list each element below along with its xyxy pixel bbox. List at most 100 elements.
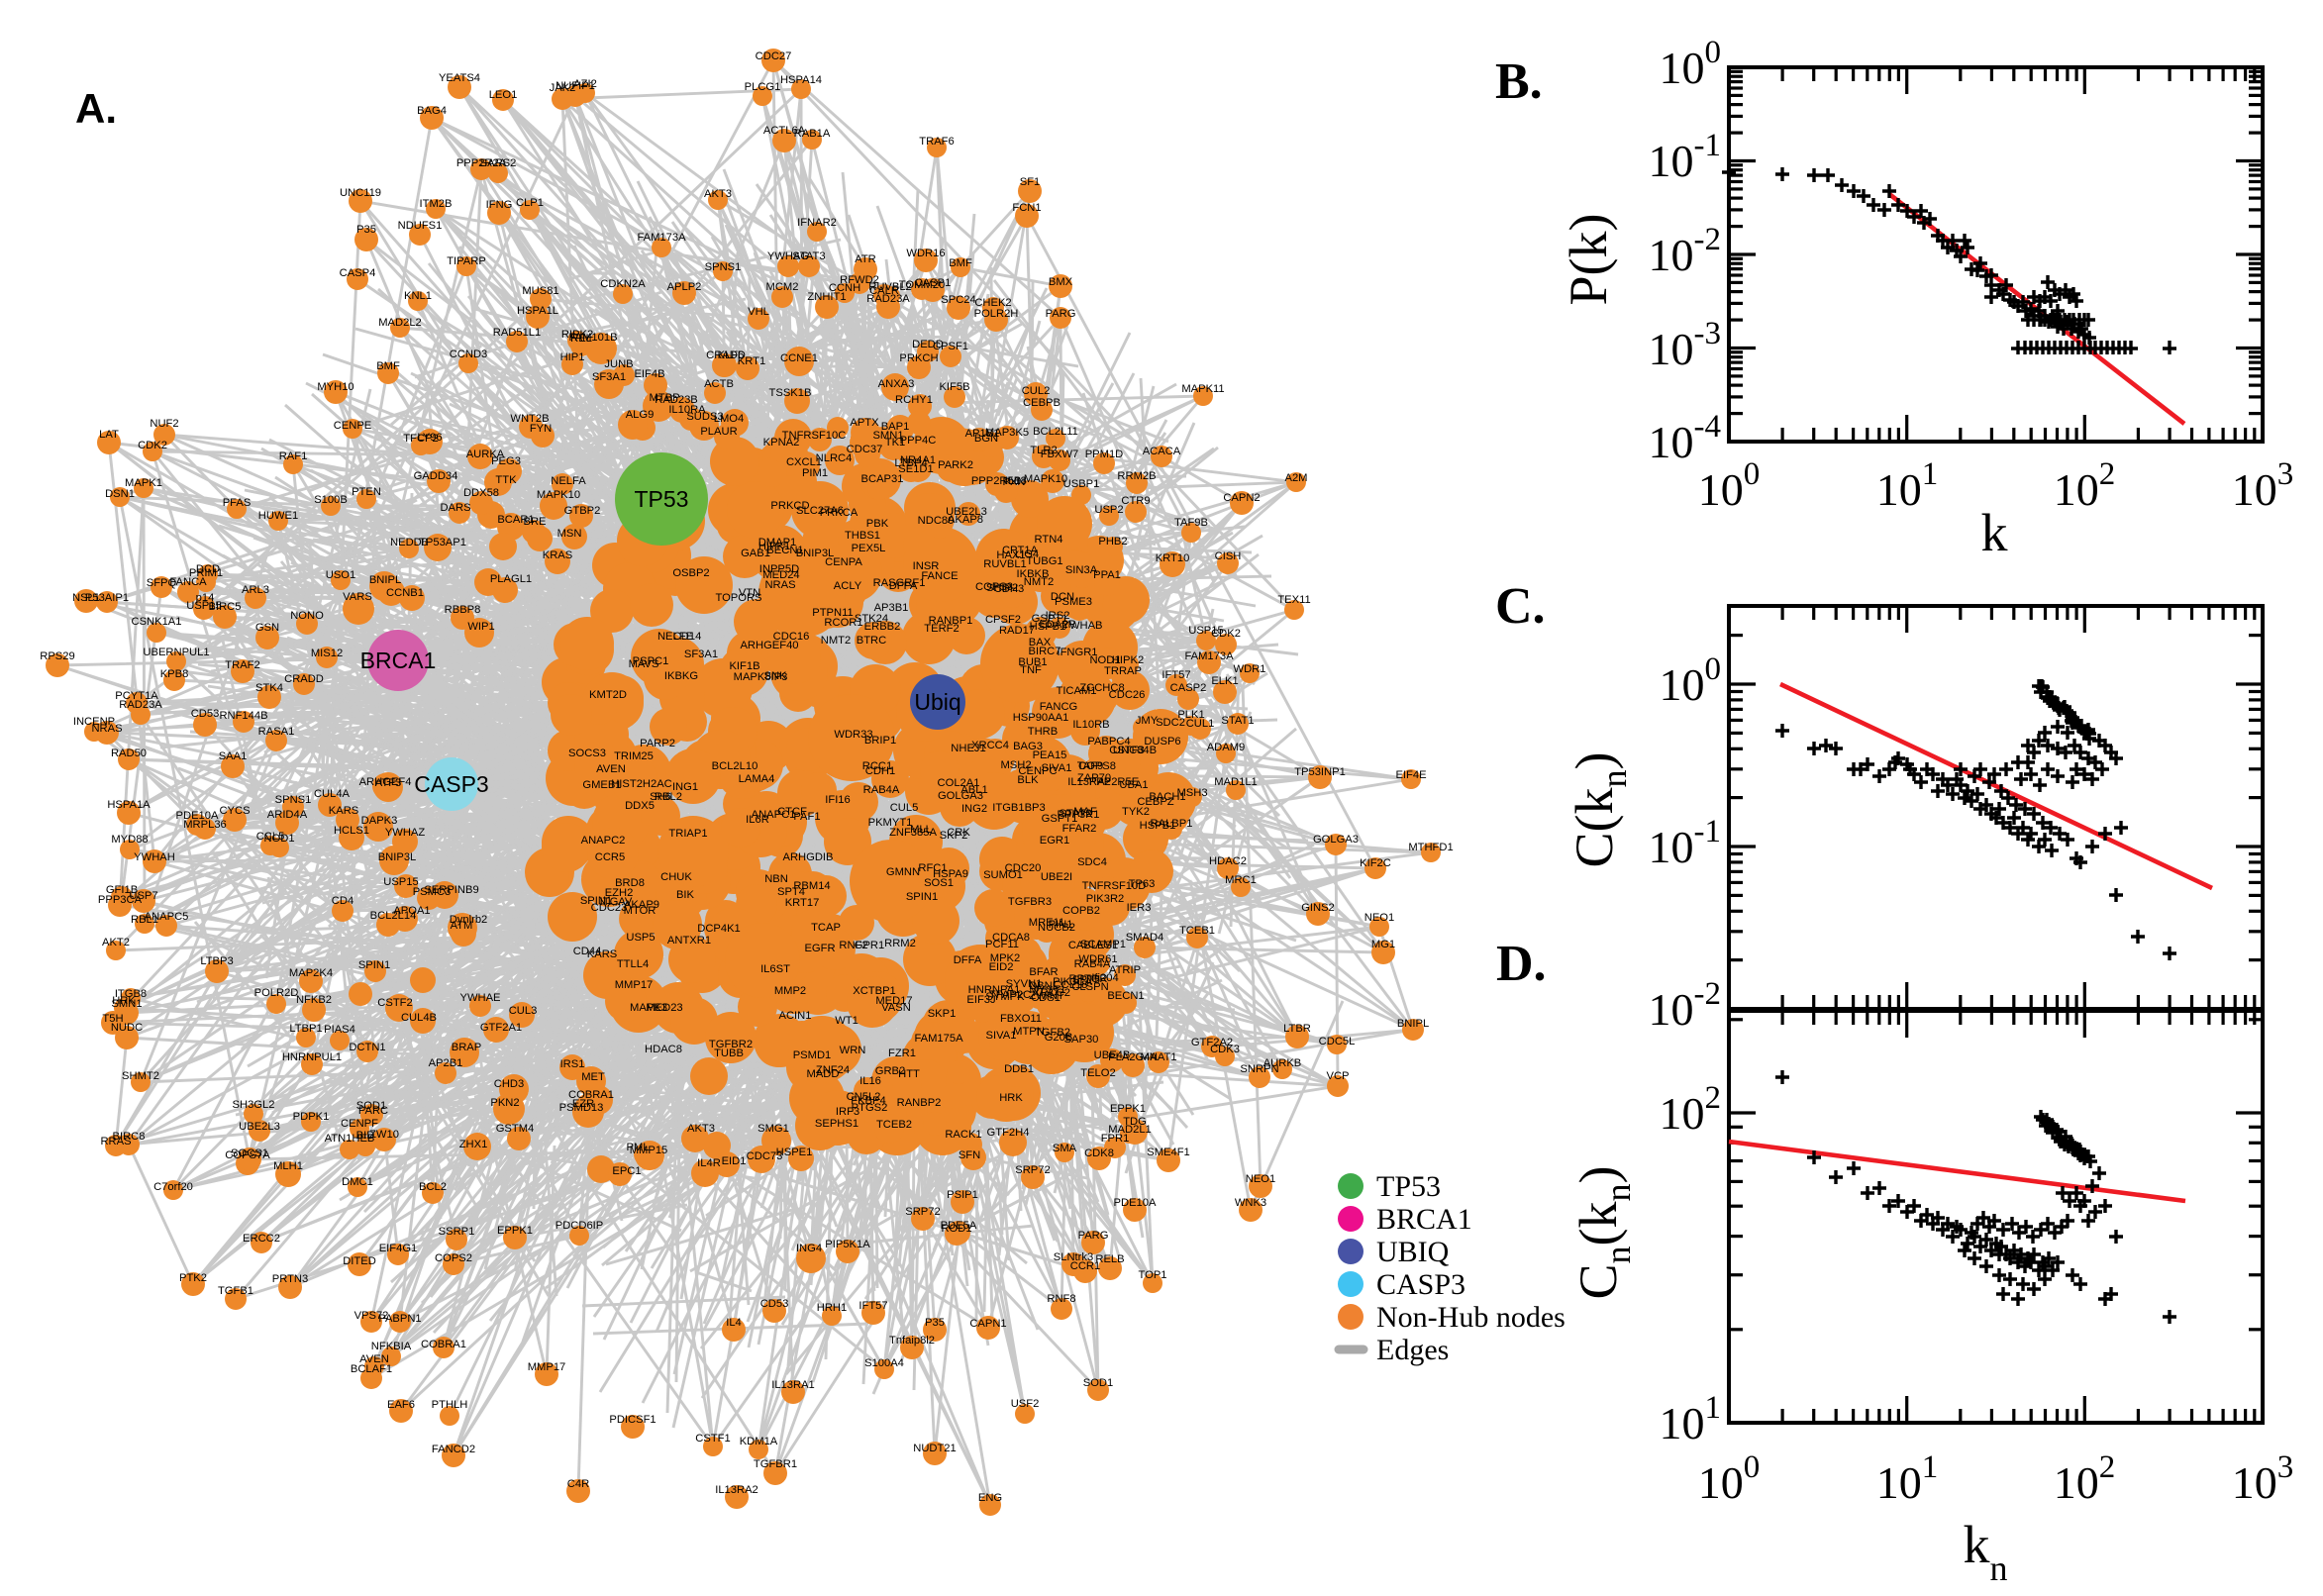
svg-text:IL4R: IL4R <box>697 1157 721 1169</box>
svg-text:IL13RA2: IL13RA2 <box>715 1484 758 1496</box>
svg-text:PSMC3: PSMC3 <box>413 886 452 898</box>
svg-text:BCLAF1: BCLAF1 <box>351 1363 392 1375</box>
svg-text:CEBPB: CEBPB <box>1023 397 1060 409</box>
svg-text:NONO: NONO <box>290 610 324 622</box>
svg-text:KRAS: KRAS <box>543 549 572 561</box>
svg-text:GSPT1: GSPT1 <box>1032 613 1068 625</box>
svg-text:TIPARP: TIPARP <box>447 255 486 267</box>
svg-text:CISH: CISH <box>1215 550 1242 562</box>
svg-text:A2M: A2M <box>1284 472 1307 484</box>
svg-text:HSPA9: HSPA9 <box>933 868 968 880</box>
svg-text:PLAGL1: PLAGL1 <box>490 573 532 585</box>
svg-text:MMP15: MMP15 <box>630 1145 668 1156</box>
svg-text:CTCF: CTCF <box>777 806 807 818</box>
svg-text:SHMT2: SHMT2 <box>122 1070 159 1082</box>
svg-text:MAPK3: MAPK3 <box>630 1002 667 1014</box>
svg-text:PTGS2: PTGS2 <box>852 1102 888 1114</box>
svg-text:WDR1: WDR1 <box>1234 663 1266 675</box>
svg-text:BAP1: BAP1 <box>881 421 910 433</box>
svg-text:REL: REL <box>570 333 592 345</box>
svg-text:JMY: JMY <box>1136 715 1159 727</box>
svg-text:BRD8: BRD8 <box>615 877 645 889</box>
svg-text:BNIP3L: BNIP3L <box>796 548 835 559</box>
svg-text:P53AIP1: P53AIP1 <box>85 592 129 604</box>
svg-text:BTRC: BTRC <box>857 635 886 647</box>
svg-text:AKT3: AKT3 <box>704 188 732 200</box>
svg-text:BRCA1: BRCA1 <box>1376 1203 1472 1236</box>
svg-text:HIPK2: HIPK2 <box>1112 654 1144 666</box>
svg-text:STK24: STK24 <box>855 613 888 625</box>
svg-text:PTHLH: PTHLH <box>432 1399 468 1411</box>
svg-text:PABPC4: PABPC4 <box>1087 736 1130 748</box>
svg-text:SE1D1: SE1D1 <box>898 463 933 475</box>
svg-text:TAF9: TAF9 <box>1077 760 1104 772</box>
svg-text:FANCD2: FANCD2 <box>432 1444 475 1455</box>
svg-text:ATN1HEB: ATN1HEB <box>325 1133 375 1145</box>
svg-text:MAPK8IP3: MAPK8IP3 <box>734 671 788 683</box>
svg-text:RBL1: RBL1 <box>131 914 158 926</box>
svg-text:B.: B. <box>1495 53 1543 110</box>
svg-text:MAPK1: MAPK1 <box>125 477 162 489</box>
svg-text:BAX: BAX <box>1029 637 1052 648</box>
svg-text:GTF2A2: GTF2A2 <box>1191 1037 1233 1048</box>
svg-text:FPR1: FPR1 <box>1101 1133 1130 1145</box>
svg-text:ACLY: ACLY <box>834 580 862 592</box>
svg-text:TDG: TDG <box>1123 1116 1147 1128</box>
svg-text:MPK2: MPK2 <box>990 952 1020 964</box>
svg-text:RASA1: RASA1 <box>258 726 295 738</box>
svg-text:CENPF: CENPF <box>341 1118 378 1130</box>
svg-text:SMN1: SMN1 <box>872 430 903 442</box>
svg-text:k: k <box>1981 503 2008 562</box>
svg-text:SKP2: SKP2 <box>940 830 968 842</box>
svg-text:MMP2: MMP2 <box>774 985 806 997</box>
svg-text:TUBB: TUBB <box>714 1047 744 1059</box>
svg-text:BNIPL: BNIPL <box>1397 1018 1429 1030</box>
svg-text:SDC4: SDC4 <box>1077 856 1107 868</box>
svg-text:YEATS4: YEATS4 <box>439 72 480 84</box>
svg-text:HSPB1: HSPB1 <box>1140 820 1176 832</box>
svg-text:MSN: MSN <box>557 528 582 540</box>
svg-text:CSNK1A1: CSNK1A1 <box>132 616 182 628</box>
svg-text:BNIP3L: BNIP3L <box>378 851 417 863</box>
svg-text:NRAS: NRAS <box>91 723 122 735</box>
svg-text:TP63: TP63 <box>1129 878 1156 890</box>
svg-text:RAB1A: RAB1A <box>794 128 831 140</box>
svg-text:TRAF6: TRAF6 <box>919 136 954 148</box>
svg-text:VPS72: VPS72 <box>354 1310 389 1322</box>
svg-text:SUMO1: SUMO1 <box>983 869 1023 881</box>
svg-text:GSPT1: GSPT1 <box>1042 813 1078 825</box>
svg-text:ERCC2: ERCC2 <box>243 1233 280 1245</box>
svg-text:BIRC5: BIRC5 <box>209 601 242 613</box>
svg-text:AKT3: AKT3 <box>687 1123 715 1135</box>
svg-text:RCOR1: RCOR1 <box>824 617 862 629</box>
svg-text:SMAD4: SMAD4 <box>1126 932 1164 944</box>
svg-text:RIPK2: RIPK2 <box>561 329 593 341</box>
svg-text:WDR33: WDR33 <box>834 729 872 741</box>
svg-text:PKN2: PKN2 <box>490 1097 519 1109</box>
svg-text:CPT1A: CPT1A <box>1002 545 1039 556</box>
svg-text:HSPE1: HSPE1 <box>776 1147 813 1158</box>
svg-text:MAD2L1: MAD2L1 <box>1108 1124 1152 1136</box>
svg-text:MSH3: MSH3 <box>1176 787 1207 799</box>
svg-text:PLA2G4A: PLA2G4A <box>1108 1051 1158 1063</box>
svg-text:CD53: CD53 <box>191 708 220 720</box>
svg-text:MET: MET <box>581 1071 605 1083</box>
svg-text:SDC2: SDC2 <box>1156 717 1185 729</box>
svg-text:KIF2C: KIF2C <box>1360 857 1391 869</box>
svg-text:TEX11: TEX11 <box>1277 594 1310 606</box>
svg-text:TRIAP1: TRIAP1 <box>668 828 707 840</box>
svg-text:ITGB1BP3: ITGB1BP3 <box>992 802 1045 814</box>
svg-text:HSPB1: HSPB1 <box>1030 621 1066 633</box>
svg-text:KDM1A: KDM1A <box>740 1436 778 1447</box>
svg-text:PDCD6IP: PDCD6IP <box>556 1220 604 1232</box>
svg-text:PTK2: PTK2 <box>179 1272 207 1284</box>
svg-text:PPP2R5E: PPP2R5E <box>1089 776 1139 788</box>
svg-text:HSPA1A: HSPA1A <box>107 799 151 811</box>
svg-text:RAD17: RAD17 <box>999 625 1035 637</box>
svg-text:LMO4: LMO4 <box>714 413 744 425</box>
svg-text:RAD23B: RAD23B <box>655 394 698 406</box>
svg-text:INPP5D: INPP5D <box>759 563 799 575</box>
svg-text:SH6: SH6 <box>650 791 671 803</box>
svg-text:NUF2: NUF2 <box>150 418 178 430</box>
svg-text:DFFA: DFFA <box>889 580 918 592</box>
